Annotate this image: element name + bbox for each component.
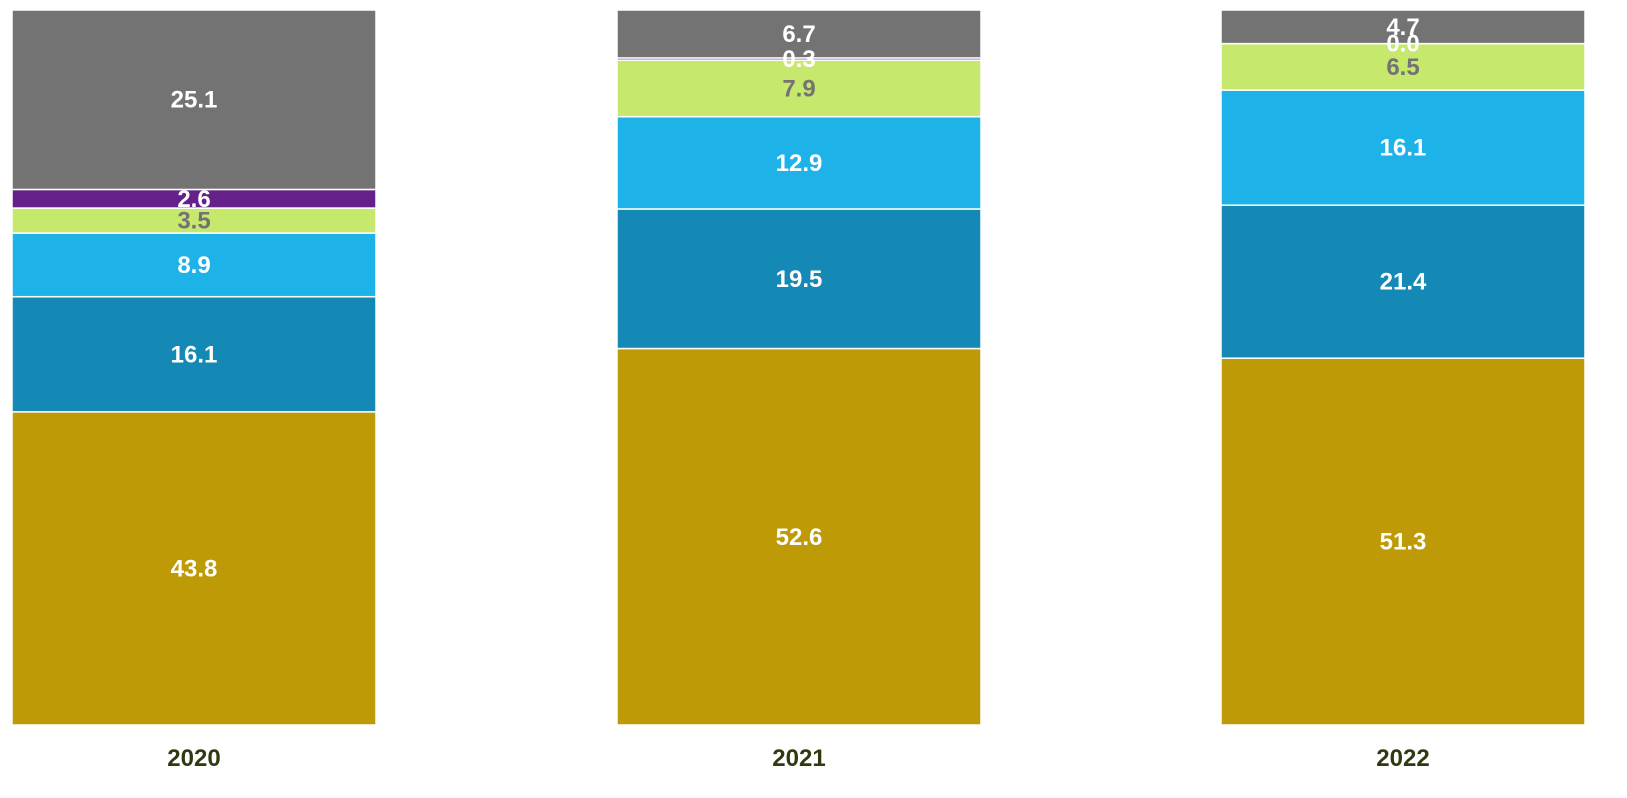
bar-segment-2020-3 (11, 207, 377, 234)
bar-segment-2021-5 (616, 9, 982, 59)
segment-label-2022-5: 4.7 (1386, 14, 1419, 41)
bar-segment-2022-1 (1220, 204, 1586, 359)
bar-segment-2022-5 (1220, 9, 1586, 45)
bar-segment-2021-1 (616, 208, 982, 350)
segment-label-2020-3: 3.5 (177, 208, 210, 235)
category-label-2020: 2020 (167, 745, 220, 772)
segment-label-2022-3: 6.5 (1386, 54, 1419, 81)
segment-label-2022-4: 0.0 (1386, 31, 1419, 58)
bar-segment-2020-0 (11, 411, 377, 726)
bar-segment-2022-0 (1220, 357, 1586, 726)
segment-label-2022-2: 16.1 (1380, 135, 1427, 162)
segment-label-2020-1: 16.1 (171, 341, 218, 368)
segment-label-2020-0: 43.8 (171, 555, 218, 582)
segment-label-2021-4: 0.3 (782, 46, 815, 73)
bar-segment-2021-2 (616, 115, 982, 210)
segment-label-2022-1: 21.4 (1380, 269, 1427, 296)
bar-segment-2020-1 (11, 295, 377, 413)
category-label-2022: 2022 (1376, 745, 1429, 772)
bars-group (11, 9, 1586, 726)
bar-segment-2021-3 (616, 59, 982, 118)
bar-segment-2022-2 (1220, 89, 1586, 206)
segment-label-2021-0: 52.6 (776, 524, 823, 551)
bar-segment-2020-5 (11, 9, 377, 191)
segment-label-2020-5: 25.1 (171, 87, 218, 114)
segment-labels-group: 43.816.18.93.52.625.152.619.512.97.90.36… (171, 14, 1427, 583)
bar-segment-2021-0 (616, 347, 982, 726)
segment-label-2021-5: 6.7 (782, 21, 815, 48)
segment-label-2021-3: 7.9 (782, 75, 815, 102)
segment-label-2021-2: 12.9 (776, 150, 823, 177)
segment-label-2020-2: 8.9 (177, 252, 210, 279)
category-label-2021: 2021 (772, 745, 825, 772)
category-labels-group: 2020 2021 2022 (167, 745, 1429, 772)
segment-label-2022-0: 51.3 (1380, 529, 1427, 556)
segment-label-2020-4: 2.6 (177, 186, 210, 213)
segment-label-2021-1: 19.5 (776, 266, 823, 293)
